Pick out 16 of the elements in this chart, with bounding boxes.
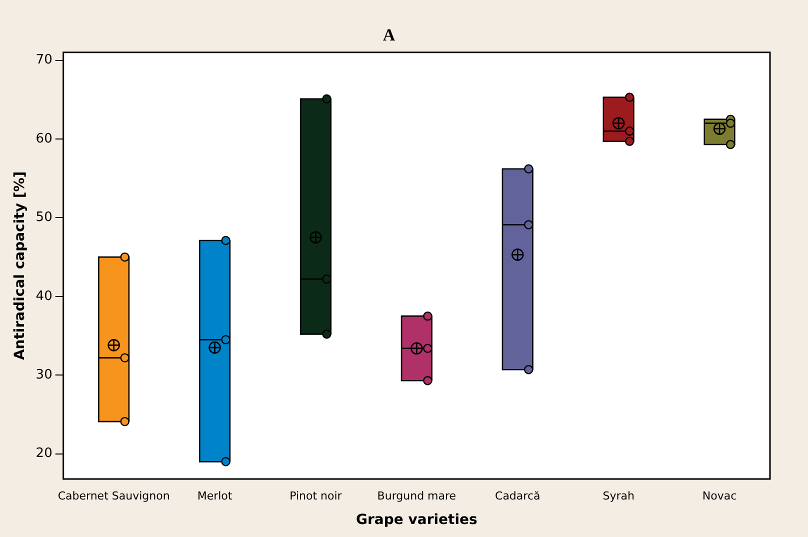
- x-tick-label: Cadarcă: [495, 489, 540, 502]
- x-tick-label: Cabernet Sauvignon: [58, 489, 170, 502]
- y-tick-label: 50: [36, 210, 52, 226]
- y-axis-title: Antiradical capacity [%]: [12, 171, 28, 360]
- x-tick-label: Burgund mare: [377, 489, 456, 502]
- y-tick-label: 70: [36, 52, 52, 68]
- y-tick-label: 60: [36, 131, 52, 146]
- x-tick-label: Merlot: [197, 489, 233, 502]
- x-axis-title: Grape varieties: [356, 512, 478, 528]
- y-tick-label: 20: [36, 446, 52, 462]
- x-tick-label: Novac: [702, 489, 737, 502]
- x-tick-label: Pinot noir: [290, 489, 342, 502]
- y-tick-label: 30: [36, 367, 52, 382]
- chart-title: A: [382, 26, 396, 45]
- x-tick-label: Syrah: [602, 489, 634, 502]
- y-tick-label: 40: [36, 288, 52, 304]
